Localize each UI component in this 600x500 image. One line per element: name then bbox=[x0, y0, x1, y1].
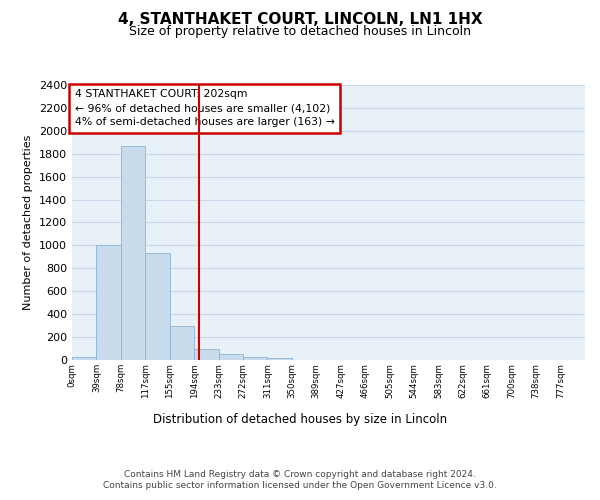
Bar bbox=[97, 246, 121, 360]
Bar bbox=[145, 254, 170, 360]
Text: 4, STANTHAKET COURT, LINCOLN, LN1 1HX: 4, STANTHAKET COURT, LINCOLN, LN1 1HX bbox=[118, 12, 482, 28]
Text: Contains HM Land Registry data © Crown copyright and database right 2024.: Contains HM Land Registry data © Crown c… bbox=[124, 470, 476, 479]
Text: Size of property relative to detached houses in Lincoln: Size of property relative to detached ho… bbox=[129, 25, 471, 38]
Bar bbox=[170, 326, 194, 360]
Text: 4 STANTHAKET COURT: 202sqm
← 96% of detached houses are smaller (4,102)
4% of se: 4 STANTHAKET COURT: 202sqm ← 96% of deta… bbox=[74, 89, 334, 127]
Bar bbox=[268, 358, 292, 360]
Text: Contains public sector information licensed under the Open Government Licence v3: Contains public sector information licen… bbox=[103, 481, 497, 490]
Bar bbox=[72, 357, 97, 360]
Bar bbox=[121, 146, 145, 360]
Y-axis label: Number of detached properties: Number of detached properties bbox=[23, 135, 34, 310]
Bar bbox=[218, 354, 243, 360]
Bar bbox=[194, 348, 218, 360]
Text: Distribution of detached houses by size in Lincoln: Distribution of detached houses by size … bbox=[153, 412, 447, 426]
Bar bbox=[243, 357, 268, 360]
